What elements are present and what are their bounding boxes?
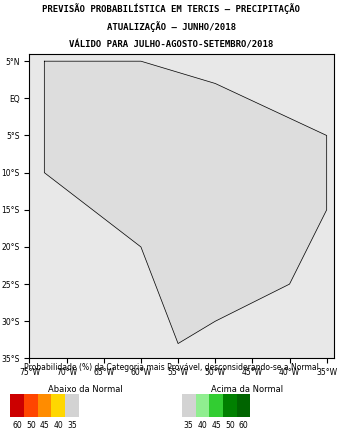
Text: 45: 45 [211, 421, 221, 430]
Text: 60: 60 [239, 421, 248, 430]
FancyBboxPatch shape [182, 394, 196, 417]
Text: VÁLIDO PARA JULHO-AGOSTO-SETEMBRO/2018: VÁLIDO PARA JULHO-AGOSTO-SETEMBRO/2018 [69, 40, 274, 49]
Text: Probabilidade (%) da Categoria mais Provável, desconsiderando-se a Normal: Probabilidade (%) da Categoria mais Prov… [24, 363, 319, 372]
Text: 40: 40 [198, 421, 207, 430]
Text: 50: 50 [26, 421, 36, 430]
FancyBboxPatch shape [237, 394, 250, 417]
FancyBboxPatch shape [209, 394, 223, 417]
FancyBboxPatch shape [24, 394, 38, 417]
FancyBboxPatch shape [65, 394, 79, 417]
Text: ATUALIZAÇÃO – JUNHO/2018: ATUALIZAÇÃO – JUNHO/2018 [107, 22, 236, 32]
FancyBboxPatch shape [51, 394, 65, 417]
Text: Abaixo da Normal: Abaixo da Normal [48, 385, 123, 394]
Text: PREVISÃO PROBABILÍSTICA EM TERCIS – PRECIPITAÇÃO: PREVISÃO PROBABILÍSTICA EM TERCIS – PREC… [43, 3, 300, 13]
FancyBboxPatch shape [196, 394, 209, 417]
Text: 35: 35 [184, 421, 193, 430]
FancyBboxPatch shape [223, 394, 237, 417]
Text: 60: 60 [12, 421, 22, 430]
Text: 40: 40 [54, 421, 63, 430]
Text: Acima da Normal: Acima da Normal [211, 385, 283, 394]
FancyBboxPatch shape [38, 394, 51, 417]
Polygon shape [44, 61, 327, 344]
Text: 35: 35 [67, 421, 77, 430]
Text: 45: 45 [40, 421, 49, 430]
Text: 50: 50 [225, 421, 235, 430]
FancyBboxPatch shape [10, 394, 24, 417]
